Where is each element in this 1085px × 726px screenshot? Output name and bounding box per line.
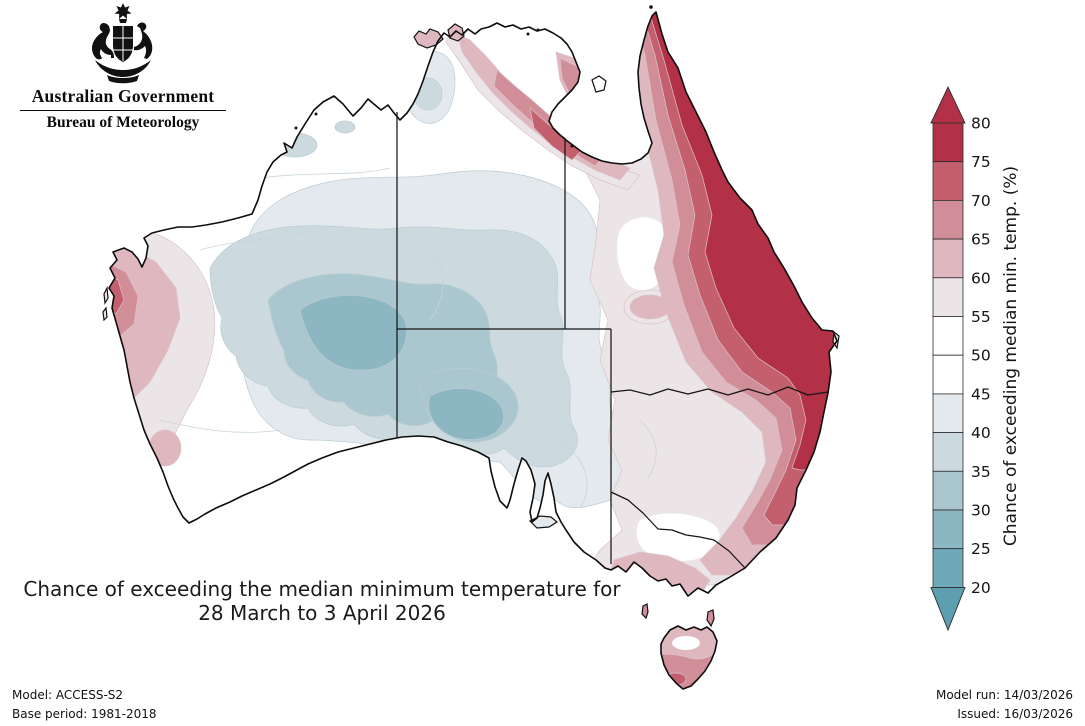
contour-spot-sw-wa [148,429,182,467]
colorbar-arrow-above [930,85,966,124]
colorbar-segment-65-70 [932,199,964,240]
colorbar-segment-60-65 [932,238,964,279]
colorbar-segment-70-75 [932,161,964,201]
contour-line [559,439,588,509]
colorbar-ticks: 80 75 70 65 60 55 50 45 40 35 30 25 20 [971,115,991,597]
island-speck-torres [649,5,653,9]
footer-issued: Issued: 16/03/2026 [957,707,1073,721]
colorbar-segment-75-80 [932,122,964,163]
colorbar-segment-35-40 [932,432,964,472]
government-title: Australian Government [31,86,215,106]
colorbar-tick-label: 45 [971,385,991,403]
colorbar-segment-50-55 [932,316,964,356]
island-dorre [102,306,108,322]
chart-title-line2: 28 March to 3 April 2026 [198,601,446,625]
colorbar-segment-30-35 [932,470,964,511]
border-qld-nsw [610,386,829,396]
footer-right: Model run: 14/03/2026 Issued: 16/03/2026 [936,686,1073,724]
colorbar-axis-label: Chance of exceeding median min. temp. (%… [1001,166,1021,546]
colorbar-tick-label: 55 [971,308,991,326]
colorbar-tick-label: 75 [971,153,991,171]
colorbar-tick-label: 25 [971,540,991,558]
coastline-mainland [108,11,838,597]
colorbar-segment-40-45 [932,393,964,433]
bom-logo-block: Australian Government Bureau of Meteorol… [18,2,228,132]
contour-spot-kimberley [272,132,318,158]
island-speck [294,126,298,130]
coastline-tasmania [660,625,718,690]
footer-model: Model: ACCESS-S2 [12,688,124,702]
colorbar-tick-label: 30 [971,502,991,520]
white-patch-victoria [636,513,720,561]
colorbar-segments [932,122,964,588]
contour-line [159,419,281,433]
colorbar-tick-label: 80 [971,115,991,133]
island-speck [526,32,530,36]
border-nsw-vic [610,491,746,569]
contour-line [249,167,391,181]
footer-base-period: Base period: 1981-2018 [12,707,157,721]
colorbar-segment-45-50 [932,354,964,395]
colorbar-tick-label: 35 [971,463,991,481]
colorbar-segment-20-25 [932,548,964,588]
colorbar-tick-label: 20 [971,579,991,597]
island-dirk-hartog [103,285,109,305]
logo-divider [20,110,226,111]
island-flinders [706,609,715,628]
colorbar-segment-55-60 [932,277,964,317]
island-groote [591,75,607,93]
contour-line [639,419,657,479]
island-king [641,603,649,620]
chart-title: Chance of exceeding the median minimum t… [15,577,629,625]
state-borders [396,112,829,569]
colorbar-tick-label: 65 [971,231,991,249]
island-tiwi [413,28,444,49]
contour-region-25-30-wa [299,294,408,371]
contour-line [199,229,311,251]
contour-region-25-30-sa [428,388,504,440]
chart-title-line1: Chance of exceeding the median minimum t… [23,577,621,601]
colorbar-arrow-below [930,586,966,632]
colorbar-segment-25-30 [932,509,964,550]
contour-region-70-75-westcoast [109,271,125,315]
white-patch-tasmania [672,636,700,650]
contour-line [429,249,444,321]
footer-left: Model: ACCESS-S2 Base period: 1981-2018 [12,686,157,724]
footer-model-run: Model run: 14/03/2026 [935,688,1073,702]
island-speck [314,112,318,116]
coat-of-arms-icon [91,3,153,84]
contour-spot-inland-qld [629,294,671,320]
contour-spot-kimberley-2 [334,120,356,134]
island-bathurst [447,23,465,42]
agency-title: Bureau of Meteorology [46,114,200,131]
colorbar: 80 75 70 65 60 55 50 45 40 35 30 25 20 Chance of exc… [930,85,1021,632]
colorbar-tick-label: 40 [971,424,991,442]
colorbar-tick-label: 50 [971,347,991,365]
contour-region-70-75-topend [529,107,583,161]
colorbar-tick-label: 60 [971,269,991,287]
colorbar-tick-label: 70 [971,192,991,210]
